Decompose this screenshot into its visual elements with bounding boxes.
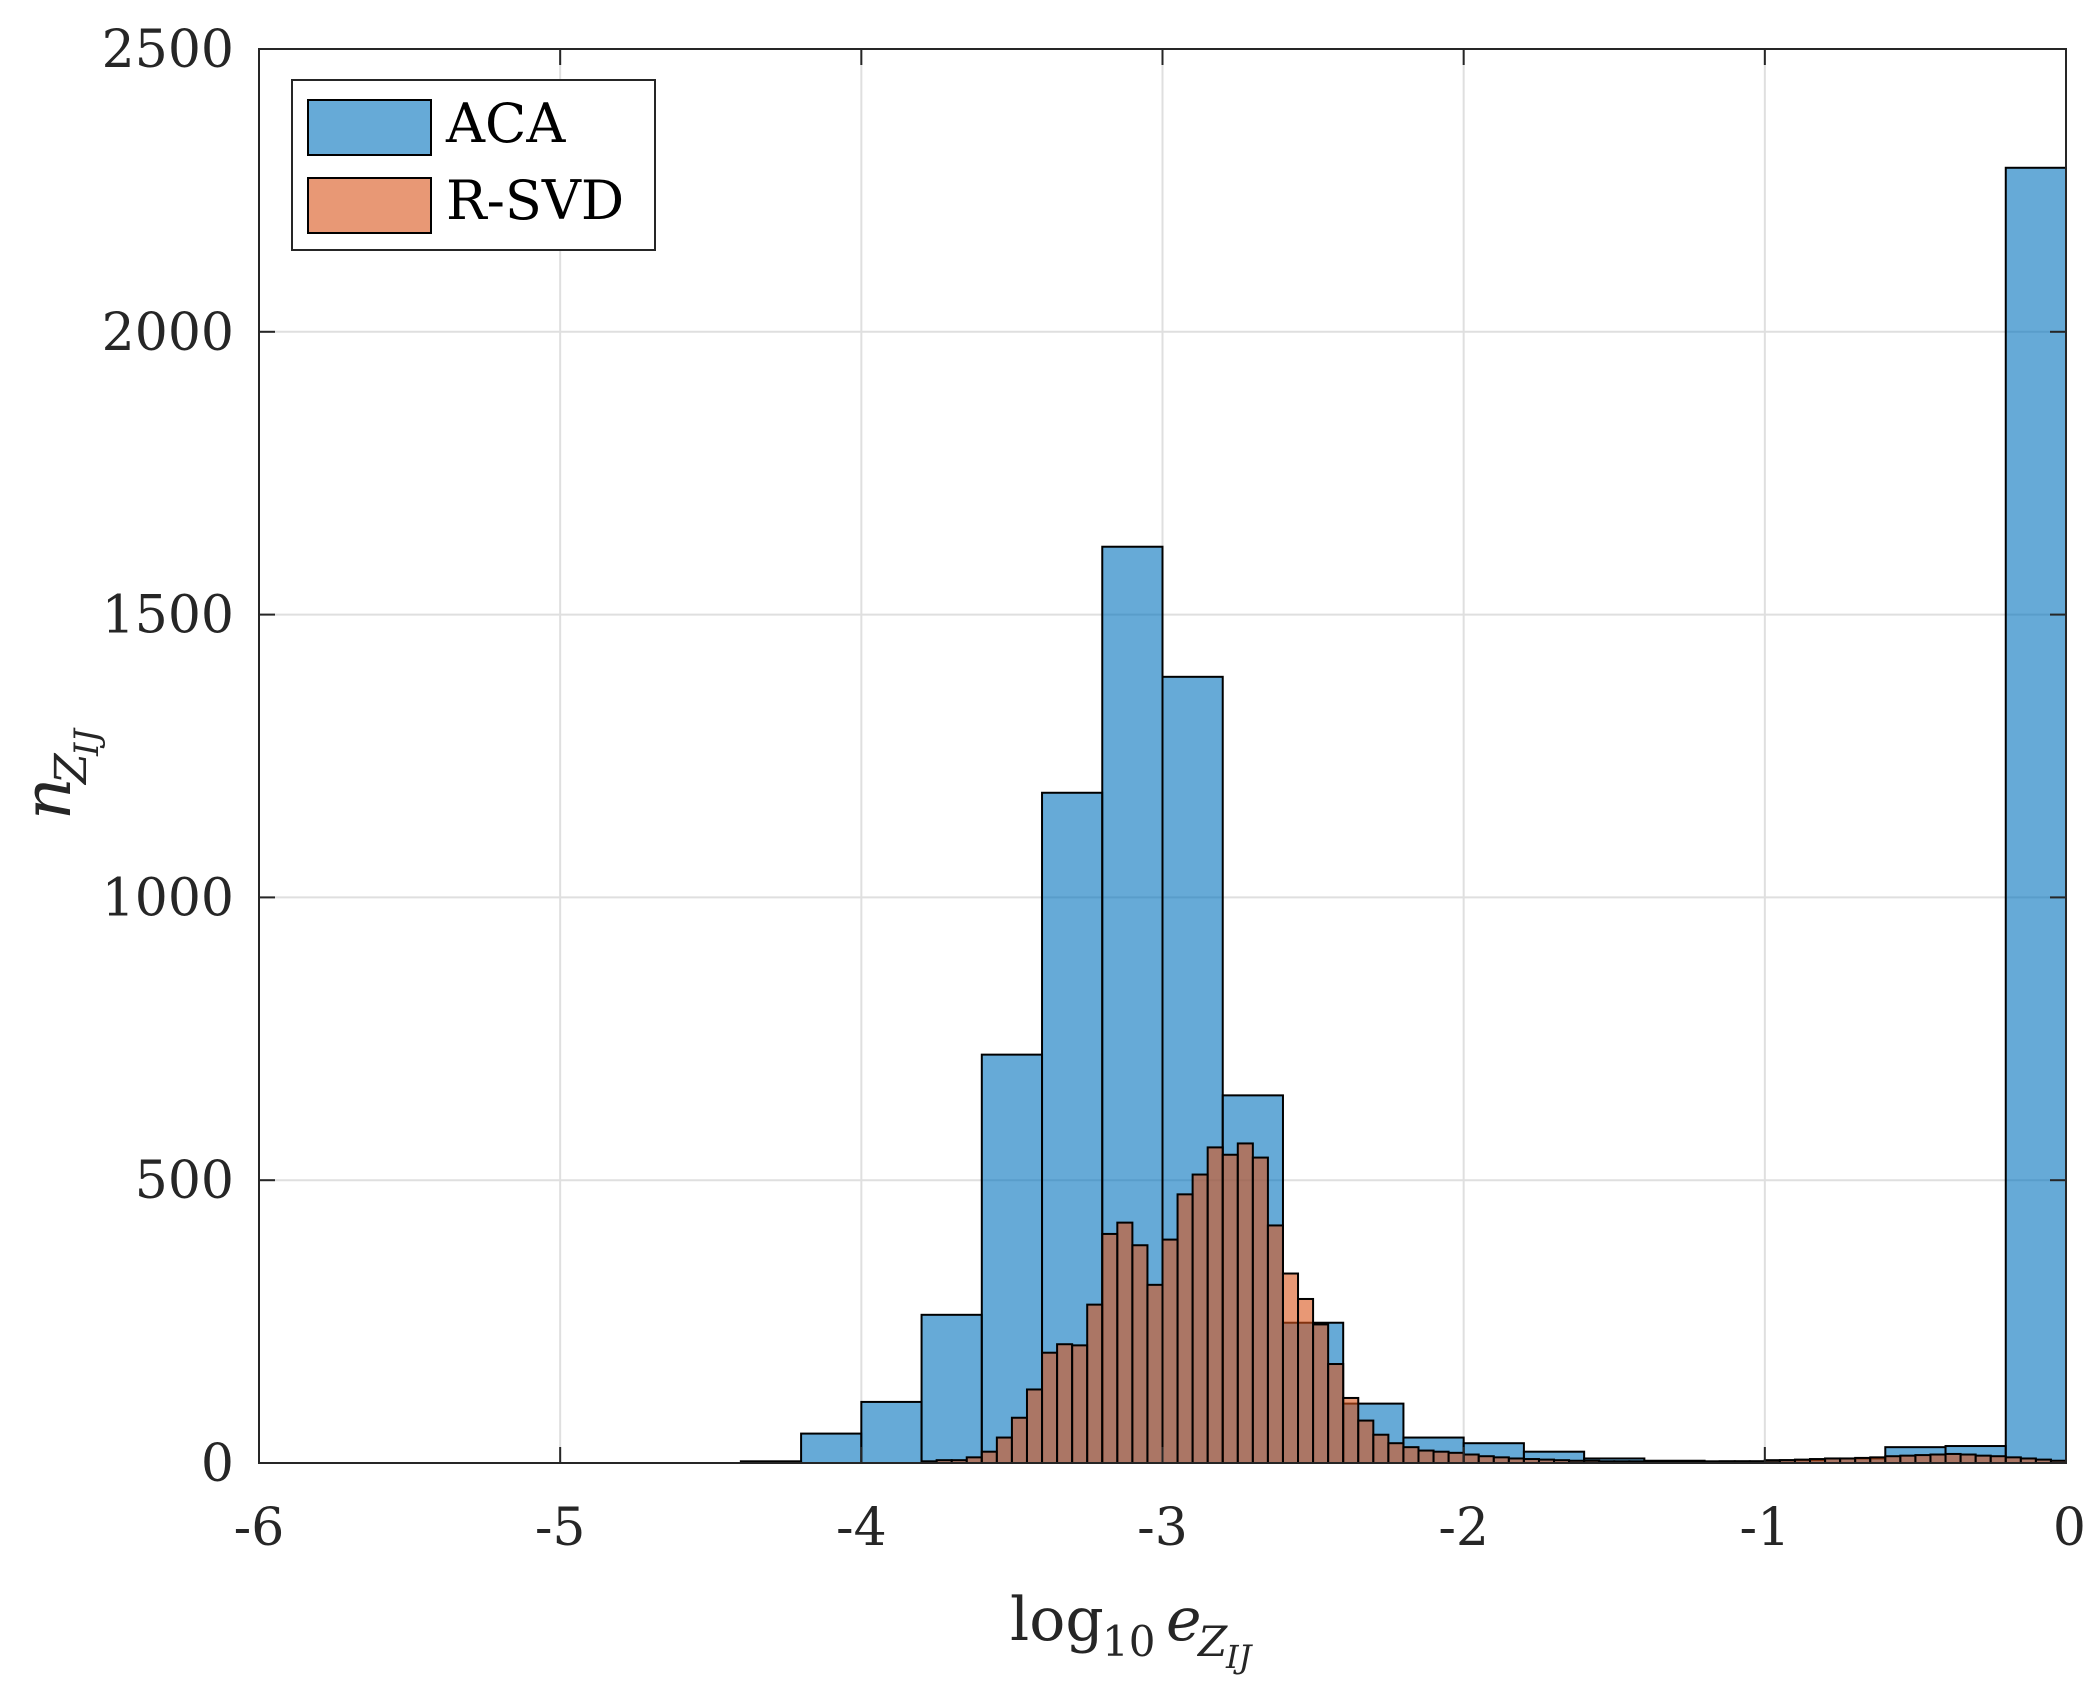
bar-r-svd	[1914, 1454, 1932, 1464]
bar-r-svd	[1342, 1396, 1360, 1465]
svg-text:10: 10	[1102, 1617, 1155, 1666]
bar-r-svd	[1899, 1454, 1917, 1465]
bar-r-svd	[1041, 1351, 1059, 1465]
bar-r-svd	[1086, 1303, 1104, 1464]
bar-r-svd	[1929, 1453, 1947, 1464]
bar-r-svd	[1010, 1416, 1028, 1464]
svg-text:e: e	[1166, 1585, 1202, 1655]
bar-aca	[2004, 166, 2068, 1464]
bar-r-svd	[1206, 1146, 1224, 1464]
bar-r-svd	[1281, 1272, 1300, 1465]
bar-r-svd	[1432, 1450, 1450, 1464]
bar-r-svd	[1327, 1363, 1345, 1465]
bar-r-svd	[1447, 1451, 1465, 1465]
legend-label-r-svd: R-SVD	[446, 169, 624, 232]
bar-r-svd	[1056, 1343, 1074, 1464]
y-tick-label: 1500	[102, 586, 234, 646]
y-tick-label: 0	[201, 1434, 234, 1494]
y-tick-label: 2500	[102, 20, 234, 80]
bar-r-svd	[1372, 1433, 1390, 1464]
x-tick-label: -1	[1740, 1498, 1791, 1558]
bar-r-svd	[1191, 1173, 1209, 1464]
axis-ticks	[258, 48, 2067, 1464]
tick-labels: -6 -5 -4 -3 -2 -1 0 0 500 1000 1500 2000 2500	[102, 20, 2086, 1558]
bar-r-svd	[1462, 1453, 1480, 1464]
bar-r-svd	[1251, 1156, 1269, 1465]
bar-r-svd	[1071, 1344, 1089, 1465]
bar-r-svd	[1884, 1455, 1902, 1464]
svg-text:n: n	[9, 777, 86, 820]
svg-text:IJ: IJ	[1225, 1638, 1254, 1676]
bar-r-svd	[1974, 1454, 1992, 1465]
bar-aca	[920, 1313, 983, 1464]
legend-swatch-aca	[307, 99, 432, 156]
bar-aca	[800, 1432, 863, 1464]
y-axis-title: n Z IJ	[9, 727, 107, 820]
bar-r-svd	[1989, 1455, 2007, 1464]
x-axis-title: log 10 e Z IJ	[1010, 1585, 1254, 1676]
legend-swatch-r-svd	[307, 177, 432, 234]
bar-r-svd	[1266, 1224, 1284, 1464]
bar-r-svd	[1101, 1232, 1119, 1464]
x-tick-label: -4	[836, 1498, 887, 1558]
svg-text:log: log	[1010, 1585, 1104, 1655]
bar-r-svd	[995, 1436, 1013, 1464]
svg-text:Z: Z	[46, 752, 97, 786]
bar-r-svd	[1357, 1419, 1375, 1464]
bar-r-svd	[1236, 1142, 1254, 1465]
bar-r-svd	[1312, 1323, 1330, 1464]
bar-r-svd	[1477, 1455, 1495, 1464]
bar-r-svd	[1025, 1388, 1044, 1465]
bar-r-svd	[980, 1450, 998, 1464]
y-tick-label: 500	[135, 1151, 234, 1211]
bar-r-svd	[1402, 1446, 1420, 1465]
bar-r-svd	[1297, 1297, 1315, 1464]
y-tick-label: 1000	[102, 868, 234, 928]
bar-r-svd	[1959, 1453, 1977, 1464]
bar-r-svd	[1387, 1442, 1405, 1464]
x-tick-label: -6	[234, 1498, 285, 1558]
x-tick-label: -3	[1137, 1498, 1188, 1558]
bar-r-svd	[1176, 1193, 1194, 1464]
bar-r-svd	[1944, 1452, 1962, 1465]
bar-r-svd	[1131, 1244, 1149, 1465]
bar-r-svd	[1221, 1153, 1239, 1465]
legend: ACA R-SVD	[291, 79, 656, 251]
svg-text:IJ: IJ	[67, 727, 107, 757]
x-tick-label: 0	[2053, 1498, 2086, 1558]
x-tick-label: -5	[535, 1498, 586, 1558]
legend-label-aca: ACA	[445, 92, 566, 155]
bar-r-svd	[1161, 1238, 1179, 1465]
bar-r-svd	[1146, 1283, 1164, 1465]
svg-text:Z: Z	[1196, 1617, 1228, 1666]
y-tick-label: 2000	[102, 303, 234, 363]
x-tick-label: -2	[1438, 1498, 1489, 1558]
bar-aca	[860, 1400, 923, 1464]
bar-r-svd	[1116, 1221, 1134, 1464]
bar-r-svd	[1417, 1449, 1435, 1464]
